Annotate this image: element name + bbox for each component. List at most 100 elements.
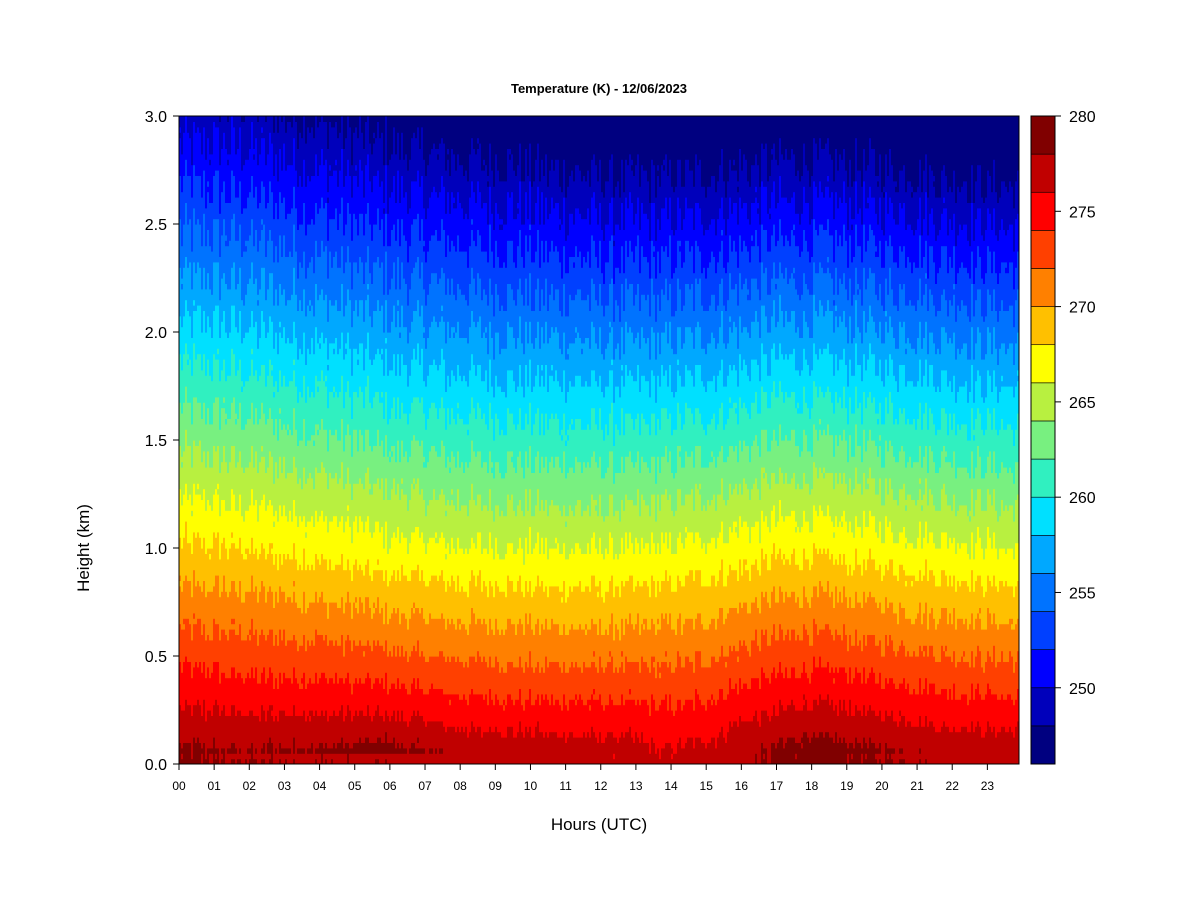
heatmap-cell xyxy=(671,391,674,436)
heatmap-cell xyxy=(187,661,190,706)
heatmap-cell xyxy=(569,294,572,344)
heatmap-cell xyxy=(361,116,364,133)
heatmap-cell xyxy=(217,488,220,495)
heatmap-cell xyxy=(401,132,404,176)
heatmap-cell xyxy=(449,553,452,587)
heatmap-cell xyxy=(471,440,474,484)
heatmap-cell xyxy=(451,656,454,695)
heatmap-cell xyxy=(365,164,368,214)
heatmap-cell xyxy=(235,288,238,328)
heatmap-cell xyxy=(391,742,394,754)
heatmap-cell xyxy=(517,213,520,247)
heatmap-cell xyxy=(243,715,246,764)
heatmap-cell xyxy=(653,245,656,252)
heatmap-cell xyxy=(341,461,344,517)
heatmap-cell xyxy=(221,629,224,673)
heatmap-cell xyxy=(457,234,460,284)
heatmap-cell xyxy=(383,202,386,209)
heatmap-cell xyxy=(345,742,348,754)
heatmap-cell xyxy=(225,116,228,149)
heatmap-cell xyxy=(533,180,536,225)
heatmap-cell xyxy=(555,731,558,764)
heatmap-cell xyxy=(693,747,696,764)
heatmap-cell xyxy=(273,515,276,522)
heatmap-cell xyxy=(493,229,496,268)
heatmap-cell xyxy=(639,704,642,743)
heatmap-cell xyxy=(355,558,358,598)
heatmap-cell xyxy=(703,742,706,764)
heatmap-cell xyxy=(713,699,716,738)
heatmap-cell xyxy=(431,537,434,576)
heatmap-cell xyxy=(547,596,550,630)
heatmap-cell xyxy=(471,267,474,311)
heatmap-cell xyxy=(667,710,670,743)
heatmap-cell xyxy=(553,661,556,706)
heatmap-cell xyxy=(671,229,674,279)
heatmap-cell xyxy=(457,656,460,695)
heatmap-cell xyxy=(435,116,438,149)
heatmap-cell xyxy=(351,116,354,166)
heatmap-cell xyxy=(423,753,426,764)
heatmap-cell xyxy=(377,170,380,209)
heatmap-cell xyxy=(697,364,700,409)
heatmap-cell xyxy=(245,467,248,511)
heatmap-cell xyxy=(511,456,514,463)
heatmap-cell xyxy=(179,116,182,128)
heatmap-cell xyxy=(525,450,528,490)
heatmap-cell xyxy=(469,731,472,764)
heatmap-cell xyxy=(505,267,508,311)
heatmap-cell xyxy=(425,429,428,468)
heatmap-cell xyxy=(679,251,682,290)
heatmap-cell xyxy=(309,299,312,306)
heatmap-cell xyxy=(325,515,328,560)
heatmap-cell xyxy=(179,132,182,139)
heatmap-cell xyxy=(643,213,646,257)
heatmap-cell xyxy=(665,693,668,743)
heatmap-cell xyxy=(617,305,620,344)
heatmap-cell xyxy=(317,380,320,387)
heatmap-cell xyxy=(395,461,398,495)
heatmap-cell xyxy=(337,683,340,716)
heatmap-cell xyxy=(453,726,456,764)
heatmap-cell xyxy=(391,407,394,446)
heatmap-cell xyxy=(659,116,662,187)
heatmap-cell xyxy=(729,607,732,646)
heatmap-cell xyxy=(723,585,726,625)
heatmap-cell xyxy=(285,256,288,306)
heatmap-cell xyxy=(491,251,494,295)
heatmap-cell xyxy=(495,693,498,727)
heatmap-cell xyxy=(575,699,578,706)
heatmap-cell xyxy=(477,116,480,139)
heatmap-cell xyxy=(531,596,534,630)
heatmap-cell xyxy=(421,607,424,652)
heatmap-cell xyxy=(331,677,334,716)
heatmap-cell xyxy=(219,515,222,560)
heatmap-cell xyxy=(661,456,664,495)
heatmap-cell xyxy=(365,116,368,122)
heatmap-cell xyxy=(659,429,662,473)
heatmap-cell xyxy=(341,677,344,706)
heatmap-cell xyxy=(299,224,302,263)
heatmap-cell xyxy=(463,666,466,695)
heatmap-cell xyxy=(333,256,336,306)
heatmap-cell xyxy=(681,186,684,230)
heatmap-cell xyxy=(505,515,508,554)
heatmap-cell xyxy=(217,494,220,533)
heatmap-cell xyxy=(239,494,242,538)
heatmap-cell xyxy=(511,116,514,155)
heatmap-cell xyxy=(661,407,664,457)
heatmap-cell xyxy=(247,116,250,160)
heatmap-cell xyxy=(433,618,436,657)
heatmap-cell xyxy=(463,294,466,338)
heatmap-cell xyxy=(739,558,742,603)
heatmap-cell xyxy=(631,170,634,203)
heatmap-cell xyxy=(595,504,598,511)
heatmap-cell xyxy=(317,213,320,257)
heatmap-cell xyxy=(399,245,402,290)
heatmap-cell xyxy=(559,666,562,706)
heatmap-cell xyxy=(327,531,330,571)
heatmap-cell xyxy=(235,153,238,198)
heatmap-cell xyxy=(399,688,402,722)
heatmap-cell xyxy=(463,693,466,733)
heatmap-cell xyxy=(447,278,450,322)
